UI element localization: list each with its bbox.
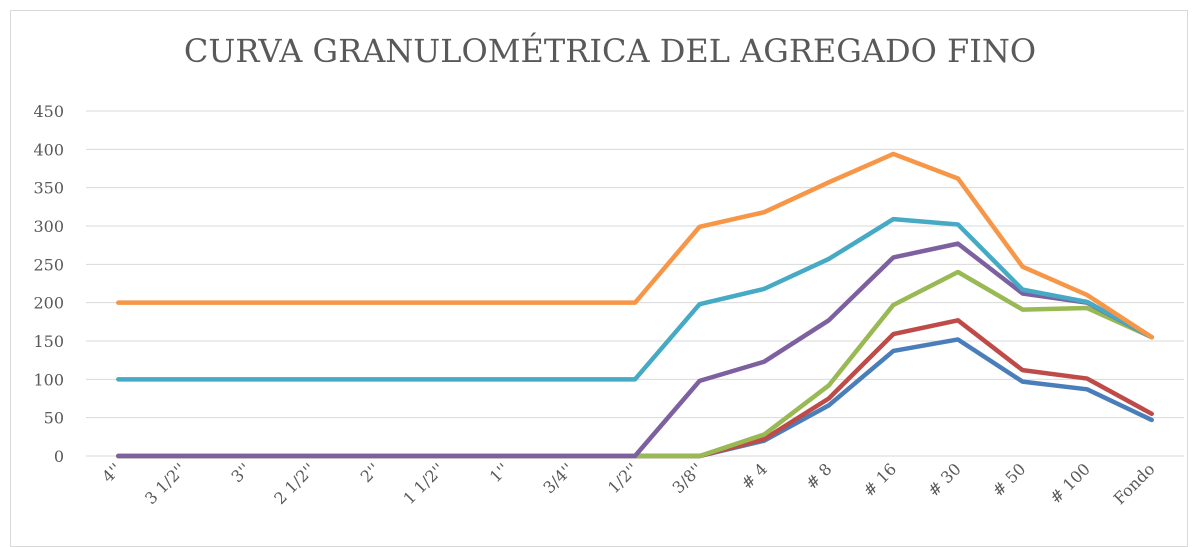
y-tick-label: 100: [33, 370, 64, 389]
chart-title: CURVA GRANULOMÉTRICA DEL AGREGADO FINO: [184, 32, 1036, 70]
y-tick-label: 350: [33, 179, 64, 198]
data-line: [116, 241, 1154, 459]
y-tick-label: 250: [33, 255, 64, 274]
y-tick-label: 150: [33, 332, 64, 351]
y-tick-label: 200: [33, 294, 64, 313]
data-line: [116, 151, 1154, 340]
y-tick-label: 300: [33, 217, 64, 236]
data-line: [116, 216, 1154, 382]
y-tick-label: 50: [44, 409, 64, 428]
y-tick-label: 450: [33, 102, 64, 121]
y-tick-label: 0: [54, 447, 64, 466]
y-tick-label: 400: [33, 140, 64, 159]
